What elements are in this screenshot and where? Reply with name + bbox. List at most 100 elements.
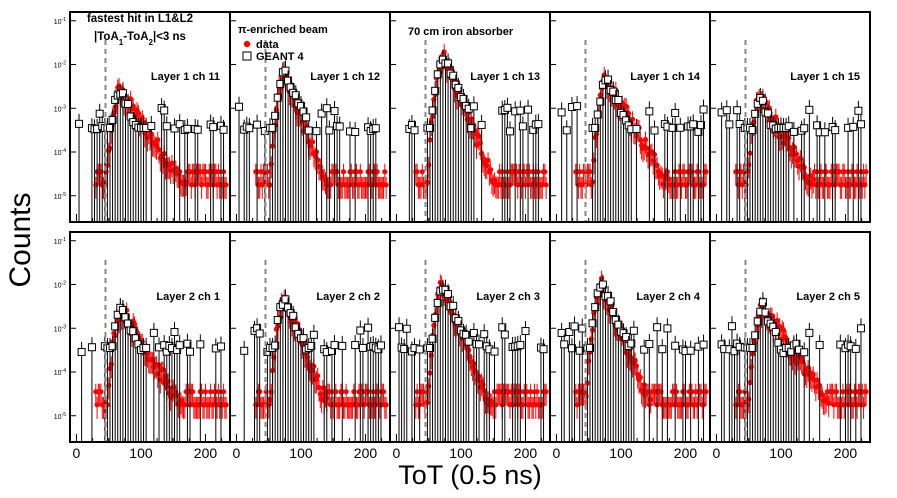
data-point [800,359,806,365]
mc-point [307,341,316,350]
panel-frame [709,11,871,223]
x-tick-label: 0 [713,445,721,461]
data-point [685,402,691,408]
y-tick-base: 10 [54,150,62,157]
mc-point [170,124,179,133]
mc-point [570,322,579,331]
mc-point [268,123,277,132]
mc-point [325,126,334,135]
mc-point [402,324,411,333]
mc-point [467,124,476,133]
data-point [419,169,425,175]
data-point [202,389,209,395]
mc-point [609,308,618,317]
data-point [170,384,176,391]
mc-point [506,127,514,136]
data-point [208,389,214,395]
panel-frame [69,231,231,443]
mc-point [162,122,171,131]
y-axis-title: Counts [4,192,37,288]
data-point [863,169,869,175]
data-point [106,382,112,389]
data-point [165,378,171,384]
x-tick-label: 0 [73,445,81,461]
mc-point [281,66,290,75]
mc-point [560,340,569,349]
mc-point [668,123,677,132]
legend-beam: π-enriched beam [238,24,328,36]
mc-point [302,113,311,122]
panel-label: Layer 1 ch 11 [151,71,220,83]
mc-point [650,126,659,135]
x-tick-label: 200 [354,445,378,461]
data-point [658,389,664,395]
mc-point [820,128,829,137]
data-point [599,275,605,281]
mc-point [358,343,367,352]
mc-point [524,105,533,114]
data-point [220,389,227,395]
mc-point [539,345,548,354]
mc-point [312,127,321,136]
mc-point [565,328,574,337]
mc-point [686,346,695,355]
panel-frame [709,231,871,443]
data-point [520,402,526,408]
x-tick-label: 0 [233,445,241,461]
data-point [860,402,867,408]
data-point [637,137,643,143]
panel-4: Layer 1 ch 14 [549,11,711,223]
absorber-label: 70 cm iron absorber [408,26,514,38]
mc-point [183,339,192,348]
data-point [309,139,316,145]
panel-label: Layer 2 ch 4 [636,291,700,303]
data-point [476,133,482,139]
mc-point [253,120,262,129]
mc-point [240,346,249,355]
data-point [684,182,690,188]
mc-point [235,102,244,111]
data-point [383,402,389,408]
mc-point [291,91,300,100]
legend-mc-marker [242,51,252,61]
selection-line-2: |ToA1-ToA2|<3 ns [94,31,186,47]
data-point [644,145,650,151]
mc-point [627,339,636,348]
mc-point [271,341,280,350]
mc-point [567,344,576,353]
mc-point [454,316,463,325]
mc-point [689,120,698,129]
mc-point [591,303,600,312]
mc-point [849,122,858,131]
mc-point [764,109,773,118]
mc-point [725,120,734,129]
data-point [108,361,114,367]
mc-point [160,106,169,115]
panel-3: Layer 1 ch 13 [389,11,551,223]
data-point [539,402,545,408]
mc-point [356,326,365,335]
mc-point [149,328,158,337]
mc-point [614,95,623,104]
selection-line-1: fastest hit in L1&L2 [87,13,193,25]
mc-point [800,124,809,133]
mc-point [444,59,453,68]
mc-point [273,316,282,325]
data-point [189,389,196,395]
mc-point [454,83,463,92]
panel-label: Layer 1 ch 15 [790,71,860,83]
data-point [574,402,580,408]
panel-plot-area [395,274,549,442]
data-point [135,110,141,116]
mc-point [433,298,442,307]
mc-point [748,126,757,135]
panel-plot-area [77,297,229,442]
mc-point [856,120,865,129]
data-point [93,182,99,188]
data-point [361,402,367,408]
y-tick-base: 10 [54,19,62,26]
data-point [797,155,803,161]
mc-point [428,106,437,115]
mc-point [193,125,202,134]
